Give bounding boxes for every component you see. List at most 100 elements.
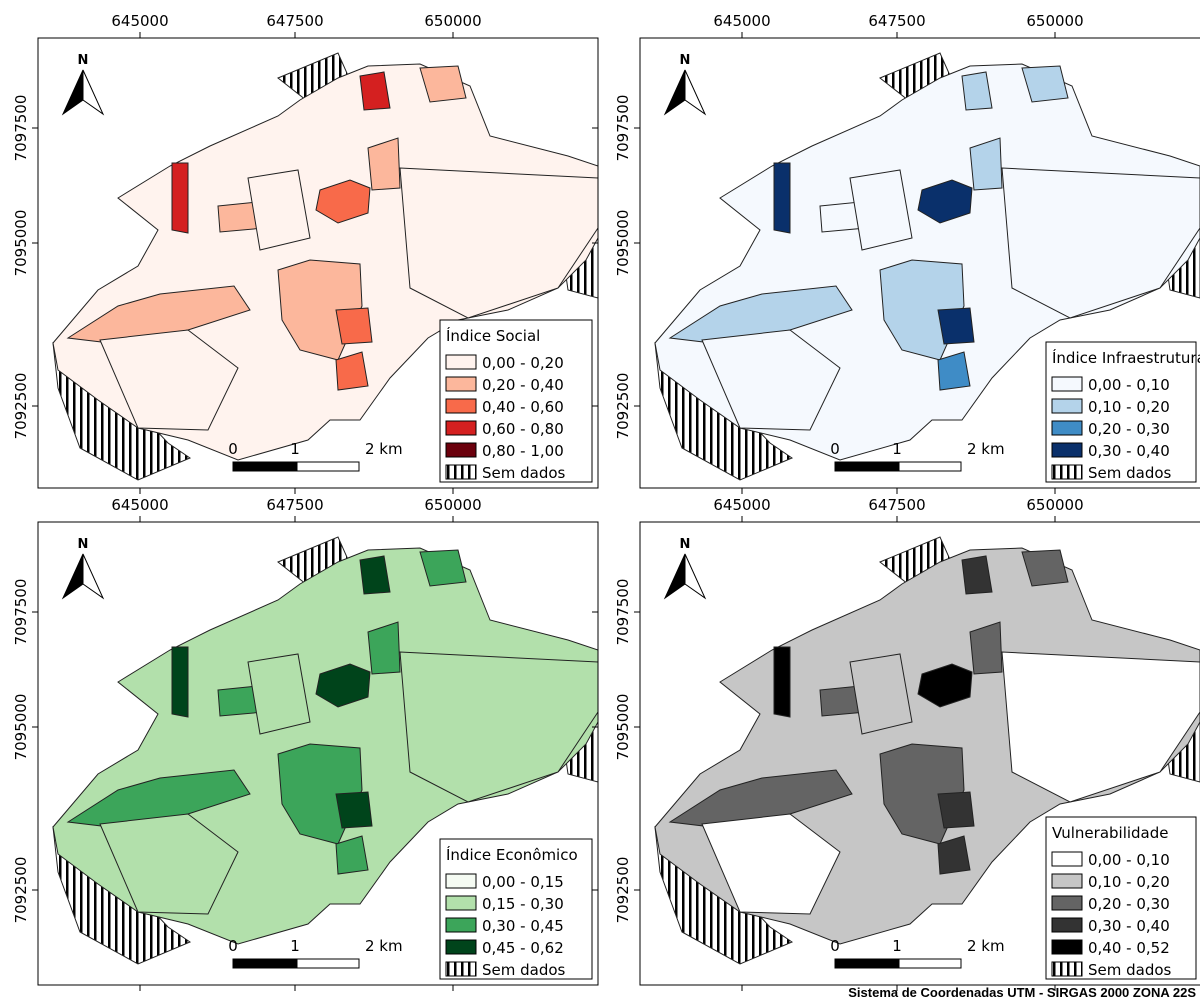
scale-bar xyxy=(233,959,297,968)
district xyxy=(400,168,598,318)
footer: Sistema de Coordenadas UTM - SIRGAS 2000… xyxy=(848,985,1196,1000)
north-arrow xyxy=(63,554,83,598)
north-arrow xyxy=(665,554,685,598)
scale-bar xyxy=(835,959,899,968)
district xyxy=(774,163,790,233)
scale-label: 2 km xyxy=(365,440,403,458)
legend: Índice Infraestrutura 0,00 - 0,10 0,10 - 0… xyxy=(1046,342,1200,482)
scale-bar xyxy=(899,959,961,968)
north-label: N xyxy=(680,537,691,552)
legend-label: 0,20 - 0,40 xyxy=(482,376,564,394)
legend-title: Vulnerabilidade xyxy=(1052,824,1169,842)
legend-swatch xyxy=(1052,421,1082,435)
y-tick-label: 7095000 xyxy=(614,210,632,277)
legend-label: 0,40 - 0,52 xyxy=(1088,939,1170,957)
map-panel: 645000 647500 650000 7097500 7095000 7092500 N… xyxy=(614,12,1200,494)
legend-swatch xyxy=(1052,962,1082,976)
scale-label: 2 km xyxy=(365,937,403,955)
page: Sistema de Coordenadas UTM - SIRGAS 2000… xyxy=(0,0,1200,1005)
legend-swatch xyxy=(446,962,476,976)
legend-label: 0,20 - 0,30 xyxy=(1088,420,1170,438)
legend-label: Sem dados xyxy=(482,961,566,979)
legend-label: 0,00 - 0,10 xyxy=(1088,376,1170,394)
legend: Vulnerabilidade0,00 - 0,100,10 - 0,200,2… xyxy=(1046,817,1196,979)
legend-title: Índice Infraestrutura xyxy=(1052,348,1200,367)
x-tick-label: 647500 xyxy=(266,496,323,514)
x-tick-label: 647500 xyxy=(868,12,925,30)
north-arrow xyxy=(83,554,103,598)
legend-swatch xyxy=(1052,940,1082,954)
legend-swatch xyxy=(446,940,476,954)
x-tick-label: 650000 xyxy=(1026,12,1083,30)
x-tick-label: 647500 xyxy=(266,12,323,30)
legend-label: 0,30 - 0,45 xyxy=(482,917,564,935)
scale-label: 1 xyxy=(892,440,902,458)
district xyxy=(1002,168,1200,318)
x-tick-label: 650000 xyxy=(424,496,481,514)
legend-swatch xyxy=(1052,874,1082,888)
district xyxy=(938,308,974,344)
legend-label: 0,15 - 0,30 xyxy=(482,895,564,913)
y-tick-label: 7092500 xyxy=(12,857,30,924)
legend-swatch xyxy=(446,465,476,479)
north-label: N xyxy=(680,53,691,68)
y-tick-label: 7097500 xyxy=(12,579,30,646)
legend-swatch xyxy=(1052,443,1082,457)
scale-label: 1 xyxy=(892,937,902,955)
legend-swatch xyxy=(1052,918,1082,932)
scale-bar xyxy=(835,462,899,471)
legend-swatch xyxy=(1052,377,1082,391)
scale-label: 1 xyxy=(290,937,300,955)
y-tick-label: 7095000 xyxy=(12,694,30,761)
scale-label: 1 xyxy=(290,440,300,458)
y-tick-label: 7092500 xyxy=(614,373,632,440)
map-figure: Sistema de Coordenadas UTM - SIRGAS 2000… xyxy=(0,0,1200,1005)
legend-label: Sem dados xyxy=(482,464,566,482)
y-tick-label: 7097500 xyxy=(614,579,632,646)
legend-label: 0,45 - 0,62 xyxy=(482,939,564,957)
legend-label: Sem dados xyxy=(1088,464,1172,482)
legend-label: 0,30 - 0,40 xyxy=(1088,917,1170,935)
scale-bar xyxy=(233,462,297,471)
north-arrow xyxy=(83,70,103,114)
district xyxy=(336,792,372,828)
scale-label: 0 xyxy=(830,937,840,955)
scale-label: 2 km xyxy=(967,937,1005,955)
legend-swatch xyxy=(1052,896,1082,910)
scale-label: 0 xyxy=(830,440,840,458)
x-tick-label: 650000 xyxy=(424,12,481,30)
legend-label: 0,30 - 0,40 xyxy=(1088,442,1170,460)
y-tick-label: 7097500 xyxy=(12,95,30,162)
scale-bar xyxy=(297,462,359,471)
legend-swatch xyxy=(446,421,476,435)
x-tick-label: 650000 xyxy=(1026,496,1083,514)
legend-swatch xyxy=(446,377,476,391)
y-tick-label: 7095000 xyxy=(614,694,632,761)
north-arrow xyxy=(63,70,83,114)
scale-bar xyxy=(297,959,359,968)
legend: Índice Econômico 0,00 - 0,15 0,15 - 0,30 0,… xyxy=(440,839,592,979)
legend-title: Índice Econômico xyxy=(446,845,578,864)
x-tick-label: 645000 xyxy=(713,496,770,514)
legend-label: Sem dados xyxy=(1088,961,1172,979)
y-tick-label: 7092500 xyxy=(12,373,30,440)
district xyxy=(172,163,188,233)
y-tick-label: 7092500 xyxy=(614,857,632,924)
legend-label: 0,00 - 0,10 xyxy=(1088,851,1170,869)
y-tick-label: 7097500 xyxy=(614,95,632,162)
north-arrow xyxy=(685,554,705,598)
legend-label: 0,00 - 0,15 xyxy=(482,873,564,891)
legend-swatch xyxy=(446,918,476,932)
legend-label: 0,10 - 0,20 xyxy=(1088,398,1170,416)
x-tick-label: 645000 xyxy=(713,12,770,30)
north-label: N xyxy=(78,53,89,68)
legend-swatch xyxy=(446,355,476,369)
district xyxy=(774,647,790,717)
north-label: N xyxy=(78,537,89,552)
district xyxy=(400,652,598,802)
legend-label: 0,60 - 0,80 xyxy=(482,420,564,438)
